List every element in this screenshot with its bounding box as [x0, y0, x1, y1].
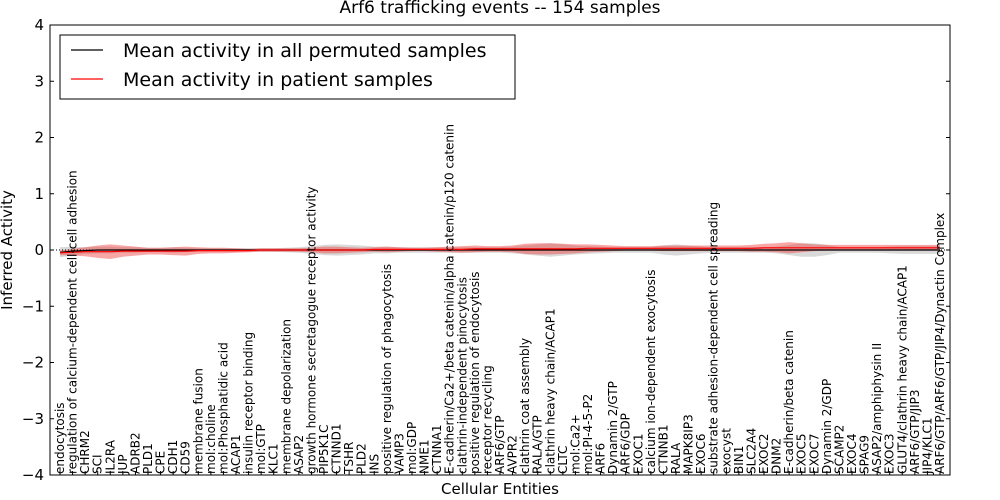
- x-tick-label: IL2RA: [103, 439, 117, 474]
- x-tick-label: EXOC3: [883, 434, 897, 475]
- y-axis-ticks: 4 3 2 1 0 −1 −2 −3 −4: [22, 16, 950, 484]
- x-tick-label: E-cadherin/beta catenin: [782, 330, 796, 474]
- y-axis-title: Inferred Activity: [0, 190, 16, 310]
- legend-label-permuted: Mean activity in all permuted samples: [123, 40, 486, 62]
- chart-title: Arf6 trafficking events -- 154 samples: [339, 0, 660, 18]
- y-tick-label: 4: [34, 16, 44, 34]
- x-tick-label: CPE: [154, 451, 168, 474]
- x-tick-label: mol:GTP: [254, 424, 268, 474]
- x-tick-label: mol:choline: [204, 404, 218, 474]
- x-tick-label: MAPK8IP3: [682, 414, 696, 474]
- x-tick-label: exocyst: [719, 428, 733, 474]
- x-tick-label: PLD2: [355, 443, 369, 474]
- x-tick-label: endocytosis: [53, 402, 67, 474]
- x-tick-label: CD59: [179, 441, 193, 474]
- x-tick-label: RALA/GTP: [531, 415, 545, 474]
- x-tick-label: SLC2A4: [744, 428, 758, 474]
- x-tick-label: clathrin coat assembly: [518, 338, 532, 474]
- x-tick-label: PIP5K1C: [317, 424, 331, 474]
- x-tick-label: ASAP2/amphiphysin II: [870, 343, 884, 474]
- x-tick-label: mol:Ca2+: [568, 414, 582, 474]
- x-tick-label: INS: [367, 454, 381, 474]
- y-tick-label: −2: [22, 354, 44, 372]
- y-tick-label: −3: [22, 410, 44, 428]
- x-tick-label: SCI: [91, 454, 105, 474]
- x-tick-label: mol:PI-4-5-P2: [581, 394, 595, 474]
- x-tick-label: mol:Phosphatidic acid: [216, 342, 230, 474]
- x-tick-label: KLC1: [267, 443, 281, 474]
- x-tick-label: clathrin heavy chain/ACAP1: [543, 308, 557, 474]
- x-tick-label: VAMP3: [392, 433, 406, 474]
- x-tick-label: positive regulation of phagocytosis: [380, 264, 394, 474]
- x-tick-label: positive regulation of endocytosis: [468, 271, 482, 474]
- x-tick-label: CTNNA1: [430, 424, 444, 474]
- x-tick-label: CDH1: [166, 440, 180, 474]
- y-tick-label: 3: [34, 72, 44, 90]
- x-tick-label: EXOC6: [694, 434, 708, 475]
- x-tick-label: mol:GDP: [405, 422, 419, 474]
- x-tick-label: calcium ion-dependent exocytosis: [644, 270, 658, 475]
- x-tick-label: ARF6/GTP/ARF6/GTP/JIP4/Dynactin Complex: [933, 213, 947, 474]
- legend-box: [59, 34, 516, 100]
- x-tick-label: ARF6/GTP/JIP3: [908, 389, 922, 474]
- x-tick-label: GLUT4/clathrin heavy chain/ACAP1: [895, 265, 909, 474]
- x-tick-label: receptor recycling: [480, 365, 494, 474]
- x-tick-label: ACAP1: [229, 435, 243, 474]
- x-tick-label: growth hormone secretagogue receptor act…: [304, 187, 318, 474]
- x-tick-label: AVPR2: [506, 435, 520, 474]
- y-tick-label: −4: [22, 466, 44, 484]
- x-tick-label: membrane fusion: [191, 368, 205, 474]
- x-tick-label: RALA: [669, 442, 683, 474]
- x-tick-label: JUP: [116, 454, 130, 475]
- x-tick-label: ARF6/GTP: [493, 415, 507, 474]
- x-tick-label: membrane depolarization: [279, 319, 293, 474]
- x-tick-label: substrate adhesion-dependent cell spread…: [707, 202, 721, 474]
- legend-label-patient: Mean activity in patient samples: [123, 69, 433, 91]
- x-tick-label: EXOC7: [807, 434, 821, 475]
- x-tick-label: EXOC5: [795, 434, 809, 475]
- x-tick-label: regulation of calcium-dependent cell-cel…: [66, 170, 80, 474]
- x-tick-label: clathrin-independent pinocytosis: [455, 277, 469, 474]
- x-tick-label: EXOC1: [631, 434, 645, 475]
- series-lines: [59, 247, 940, 254]
- y-tick-label: 0: [34, 241, 44, 259]
- x-tick-label: NME1: [418, 439, 432, 474]
- x-tick-label: EXOC4: [845, 434, 859, 475]
- x-tick-label: CLTC: [556, 446, 570, 474]
- x-tick-label: insulin receptor binding: [242, 332, 256, 474]
- x-tick-label: EXOC2: [757, 434, 771, 475]
- x-tick-label: SCAMP2: [832, 425, 846, 474]
- x-tick-label: ARF6: [594, 443, 608, 474]
- x-tick-label: ADRB2: [128, 432, 142, 474]
- x-tick-label: BIN1: [732, 446, 746, 474]
- x-tick-label: JIP4/KLC1: [920, 417, 934, 475]
- x-tick-label: CHRM2: [78, 430, 92, 474]
- y-tick-label: −1: [22, 297, 44, 315]
- x-tick-label: ARF6/GDP: [619, 413, 633, 474]
- y-tick-label: 1: [34, 185, 44, 203]
- plot-frame: [49, 24, 951, 476]
- x-tick-label: Dynamin 2/GDP: [820, 379, 834, 474]
- x-tick-label: CTNND1: [330, 423, 344, 474]
- line-patient: [59, 247, 940, 254]
- x-tick-label: SPAG9: [858, 435, 872, 474]
- y-tick-label: 2: [34, 129, 44, 147]
- x-tick-label: ASAP2: [292, 435, 306, 474]
- x-tick-label: CTNNB1: [656, 424, 670, 474]
- x-tick-label: TSHR: [342, 442, 356, 475]
- x-axis-title: Cellular Entities: [441, 480, 559, 498]
- x-tick-label: DNM2: [770, 438, 784, 474]
- x-tick-label: Dynamin 2/GTP: [606, 381, 620, 474]
- x-tick-label: E-cadherin/Ca2+/beta catenin/alpha caten…: [443, 124, 457, 474]
- legend: Mean activity in all permuted samples Me…: [59, 34, 516, 100]
- x-tick-label: PLD1: [141, 443, 155, 474]
